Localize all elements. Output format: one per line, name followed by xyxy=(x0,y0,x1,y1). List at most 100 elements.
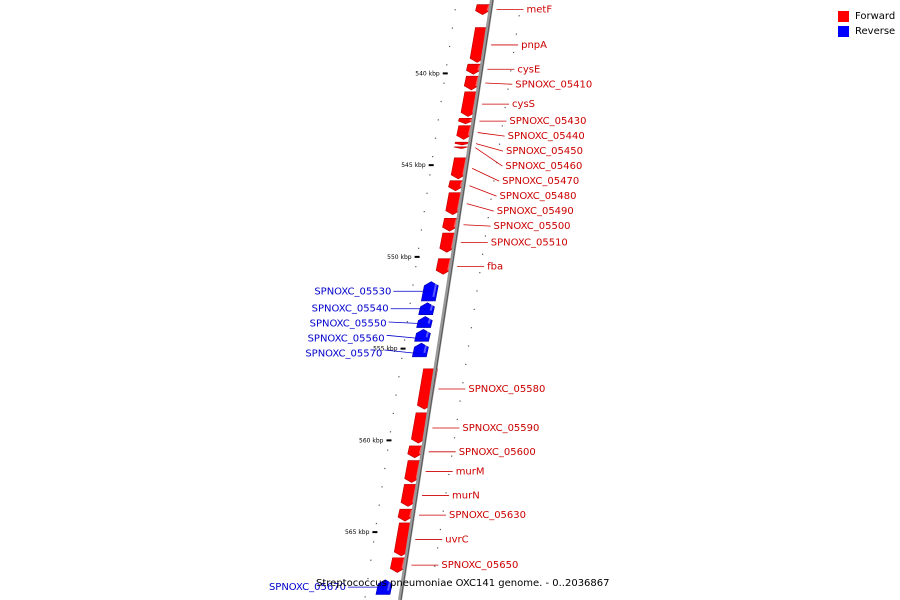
genome-backbone xyxy=(398,0,494,600)
gene-label[interactable]: murM xyxy=(456,467,485,478)
gene-label[interactable]: cysE xyxy=(517,64,540,75)
gene-arrow-SPNOXC_05600[interactable] xyxy=(407,445,424,459)
gene-label[interactable]: SPNOXC_05410 xyxy=(515,79,592,90)
gene-arrow-SPNOXC_05550[interactable] xyxy=(416,316,433,328)
gene-label[interactable]: cysS xyxy=(512,99,535,110)
gene-arrow-fba[interactable] xyxy=(435,258,453,275)
gene-label-leader xyxy=(469,185,497,197)
gene-label[interactable]: SPNOXC_05670 xyxy=(269,582,346,593)
gene-arrow-SPNOXC_05530[interactable] xyxy=(420,281,439,302)
gene-highlight xyxy=(432,282,438,298)
gene-label[interactable]: SPNOXC_05650 xyxy=(441,560,518,571)
gene-highlight xyxy=(425,330,430,338)
minor-tick xyxy=(490,198,492,200)
minor-tick xyxy=(432,155,434,158)
minor-tick xyxy=(373,541,375,543)
minor-tick xyxy=(426,192,428,194)
gene-label[interactable]: uvrC xyxy=(445,534,468,545)
minor-tick xyxy=(418,247,420,249)
gene-label[interactable]: SPNOXC_05540 xyxy=(312,304,389,315)
minor-tick xyxy=(378,504,380,506)
minor-tick xyxy=(367,577,369,580)
gene-arrow-cysE[interactable] xyxy=(466,63,483,75)
minor-tick xyxy=(470,327,472,329)
gene-arrow-SPNOXC_05450[interactable] xyxy=(454,141,470,146)
gene-label-leader xyxy=(475,143,504,152)
minor-tick xyxy=(453,437,456,439)
gene-label[interactable]: SPNOXC_05530 xyxy=(314,286,391,297)
minor-tick xyxy=(515,33,517,35)
minor-tick xyxy=(381,486,383,488)
gene-label[interactable]: SPNOXC_05490 xyxy=(497,206,574,217)
gene-highlight xyxy=(469,118,473,122)
minor-tick xyxy=(510,70,512,72)
legend-swatch-forward xyxy=(838,11,849,22)
minor-tick xyxy=(403,339,406,341)
gene-label[interactable]: SPNOXC_05440 xyxy=(508,131,585,142)
tick-label: 565 kbp xyxy=(345,529,370,536)
gene-label[interactable]: SPNOXC_05460 xyxy=(505,161,582,172)
gene-label[interactable]: SPNOXC_05500 xyxy=(494,221,571,232)
gene-label-leader xyxy=(386,334,423,340)
gene-label-leader xyxy=(463,224,491,227)
gene-label[interactable]: SPNOXC_05630 xyxy=(449,510,526,521)
legend-label-reverse: Reverse xyxy=(855,26,896,37)
minor-tick xyxy=(518,15,520,17)
legend-item-reverse: Reverse xyxy=(838,24,895,39)
gene-highlight xyxy=(486,5,491,11)
gene-label[interactable]: SPNOXC_05550 xyxy=(310,319,387,330)
minor-tick xyxy=(507,88,509,90)
gene-label[interactable]: SPNOXC_05470 xyxy=(502,176,579,187)
minor-tick xyxy=(401,357,403,359)
tick-label: 550 kbp xyxy=(387,254,412,261)
gene-arrow-SPNOXC_05410[interactable] xyxy=(463,75,481,91)
gene-label[interactable]: SPNOXC_05480 xyxy=(500,191,577,202)
minor-tick xyxy=(384,467,386,470)
minor-tick xyxy=(423,211,425,213)
gene-arrow-metF[interactable] xyxy=(475,4,492,16)
minor-tick xyxy=(387,449,389,451)
gene-label[interactable]: metF xyxy=(527,5,553,16)
gene-arrow-SPNOXC_05500[interactable] xyxy=(442,218,459,232)
minor-tick xyxy=(446,64,448,66)
legend-label-forward: Forward xyxy=(855,11,896,22)
minor-tick xyxy=(512,51,515,54)
tick-label: 540 kbp xyxy=(415,70,440,77)
gene-label[interactable]: SPNOXC_05600 xyxy=(459,447,536,458)
gene-arrow-SPNOXC_05650[interactable] xyxy=(390,557,407,573)
gene-label-leader xyxy=(477,132,505,137)
gene-arrow-SPNOXC_05480[interactable] xyxy=(448,180,465,192)
minor-tick xyxy=(504,106,506,109)
gene-label-leader xyxy=(472,167,500,182)
gene-arrow-SPNOXC_05670[interactable] xyxy=(375,579,393,595)
minor-tick xyxy=(445,492,447,494)
minor-tick xyxy=(454,9,456,11)
gene-label[interactable]: fba xyxy=(487,262,503,273)
gene-label[interactable]: murN xyxy=(452,490,480,501)
genome-caption: Streptococcus pneumoniae OXC141 genome. … xyxy=(316,578,610,589)
gene-label[interactable]: SPNOXC_05570 xyxy=(305,349,382,360)
gene-arrow-SPNOXC_05430[interactable] xyxy=(458,118,474,125)
minor-tick xyxy=(462,382,464,384)
gene-label[interactable]: SPNOXC_05580 xyxy=(468,384,545,395)
minor-tick xyxy=(434,137,437,139)
gene-label[interactable]: SPNOXC_05560 xyxy=(308,334,385,345)
gene-layer xyxy=(375,4,492,595)
gene-label-leader xyxy=(466,203,494,212)
gene-label[interactable]: SPNOXC_05430 xyxy=(509,116,586,127)
gene-label[interactable]: SPNOXC_05450 xyxy=(506,146,583,157)
legend-item-forward: Forward xyxy=(838,9,895,24)
gene-arrow-SPNOXC_05460[interactable] xyxy=(453,146,470,149)
gene-label[interactable]: pnpA xyxy=(521,40,547,51)
tick-label: 545 kbp xyxy=(401,162,426,169)
gene-highlight xyxy=(427,317,432,324)
gene-arrow-SPNOXC_05630[interactable] xyxy=(397,508,415,522)
gene-arrow-SPNOXC_05440[interactable] xyxy=(456,125,474,140)
gene-label[interactable]: SPNOXC_05510 xyxy=(491,238,568,249)
minor-tick xyxy=(448,45,451,48)
minor-tick xyxy=(415,266,417,268)
gene-label[interactable]: SPNOXC_05590 xyxy=(462,423,539,434)
gene-highlight xyxy=(423,343,428,354)
minor-tick xyxy=(375,522,378,525)
